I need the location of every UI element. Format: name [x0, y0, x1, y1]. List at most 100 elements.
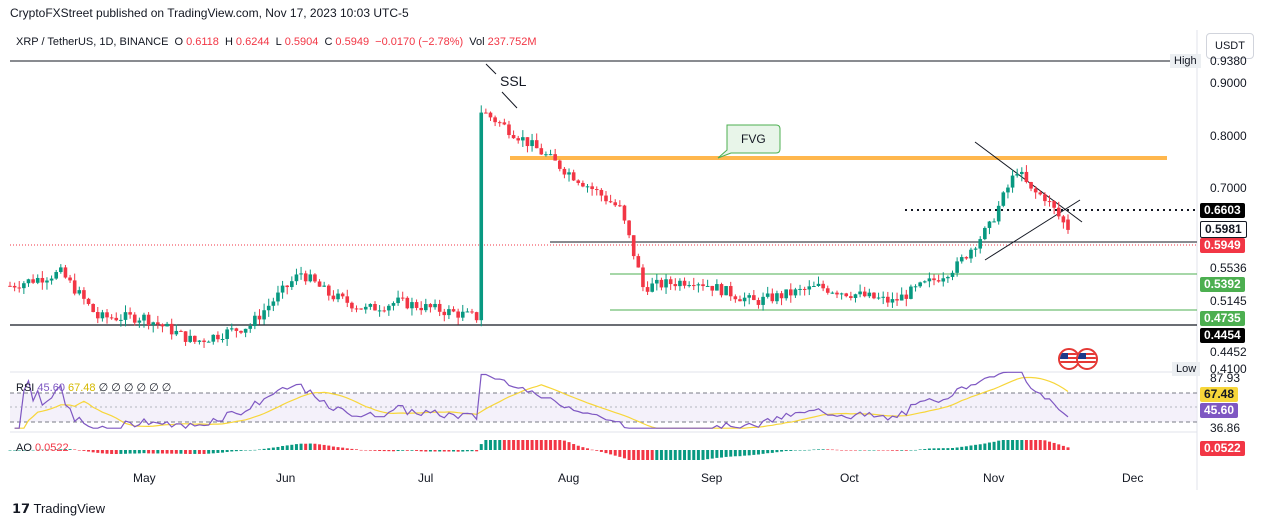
candle-body — [82, 290, 86, 299]
ao-bar — [1024, 440, 1028, 450]
ao-bar — [927, 448, 931, 450]
ao-bar — [978, 444, 982, 450]
candle-body — [410, 302, 414, 309]
candle-body — [220, 338, 225, 340]
candle-body — [100, 312, 105, 319]
ao-bar — [8, 450, 12, 451]
candle-body — [137, 320, 142, 323]
ao-bar — [331, 446, 335, 450]
ao-bar — [502, 440, 506, 450]
ao-bar — [669, 450, 673, 460]
ao-box: 0.0522 — [1200, 441, 1245, 456]
date-label: Nov — [983, 471, 1005, 485]
candle-body — [955, 261, 959, 273]
candle-body — [881, 296, 885, 298]
price-box-5392: 0.5392 — [1200, 277, 1245, 292]
ao-bar — [1034, 440, 1038, 450]
candle-body — [8, 285, 12, 287]
candle-body — [68, 277, 72, 281]
ao-bar — [322, 444, 326, 450]
candle-body — [932, 278, 936, 281]
ao-bar — [941, 448, 945, 450]
date-label: Oct — [840, 471, 859, 485]
ssl-pointer-top — [485, 63, 497, 75]
candle-body — [303, 273, 308, 282]
ao-bar — [849, 450, 853, 451]
ao-bar — [567, 442, 571, 450]
ao-bar — [622, 450, 626, 459]
price-axis-label: 0.5145 — [1210, 294, 1247, 308]
ao-bar — [590, 449, 594, 451]
candle-body — [437, 303, 442, 312]
ao-bar — [890, 450, 894, 451]
ao-bar — [442, 450, 446, 452]
candle-body — [553, 154, 557, 161]
ao-bar — [692, 450, 696, 460]
candle-body — [193, 335, 197, 342]
candle-body — [12, 285, 17, 288]
candle-body — [1010, 175, 1015, 188]
candle-body — [424, 304, 428, 311]
ao-bar — [484, 440, 488, 450]
ao-bar — [151, 450, 155, 454]
candle-body — [516, 138, 521, 141]
candle-body — [581, 182, 585, 187]
ao-bar — [239, 450, 243, 451]
currency-selector[interactable]: USDT — [1206, 33, 1254, 59]
candle-body — [890, 299, 895, 303]
ao-bar — [604, 450, 608, 454]
candle-body — [678, 280, 682, 287]
ao-label[interactable]: AO — [16, 442, 32, 454]
ao-bar — [382, 450, 386, 452]
ao-bar — [336, 447, 340, 450]
candle-body — [202, 340, 206, 343]
ao-bar — [701, 450, 705, 460]
date-label: Jul — [418, 471, 434, 485]
symbol-name[interactable]: XRP / TetherUS, 1D, BINANCE — [16, 36, 169, 48]
candle-body — [742, 297, 747, 302]
ao-bar — [775, 450, 779, 453]
change-value: −0.0170 (−2.78%) — [375, 36, 464, 48]
high-value: 0.6244 — [235, 36, 270, 48]
ao-bar — [641, 450, 645, 460]
candle-body — [539, 148, 544, 155]
ao-bar — [752, 450, 756, 455]
candle-body — [479, 112, 484, 321]
candle-body — [853, 294, 858, 298]
rsi-empty-values: ∅ ∅ ∅ ∅ ∅ ∅ — [98, 382, 172, 394]
rsi-legend: RSI 45.60 67.48 ∅ ∅ ∅ ∅ ∅ ∅ — [16, 381, 171, 394]
candle-body — [442, 311, 447, 316]
candle-body — [331, 295, 336, 300]
us-flag-icon[interactable] — [1076, 348, 1098, 370]
high-label: H — [224, 36, 233, 48]
rsi-label[interactable]: RSI — [16, 382, 35, 394]
published-line: CryptoFXStreet published on TradingView.… — [10, 6, 409, 20]
candle-body — [927, 278, 932, 282]
ao-bar — [618, 450, 622, 457]
candle-body — [368, 303, 373, 307]
ao-bar — [345, 448, 349, 450]
candle-body — [165, 323, 169, 327]
date-label: Sep — [701, 471, 723, 485]
tradingview-logo[interactable]: 𝟭𝟳 TradingView — [12, 501, 105, 517]
ao-bar — [636, 450, 640, 460]
ao-bar — [673, 450, 677, 460]
close-value: 0.5949 — [335, 36, 370, 48]
low-marker: Low — [1172, 362, 1201, 376]
ao-bar — [160, 450, 164, 454]
price-axis-label: 0.4100 — [1210, 362, 1247, 376]
candle-body — [802, 288, 807, 290]
low-label: L — [275, 36, 282, 48]
ao-bar — [318, 444, 322, 450]
candle-body — [336, 293, 340, 300]
price-box-6603: 0.6603 — [1200, 203, 1245, 218]
candle-body — [45, 280, 49, 283]
candle-body — [1043, 194, 1047, 202]
candle-body — [243, 328, 248, 333]
candle-body — [798, 288, 802, 290]
candle-body — [72, 280, 77, 294]
candle-body — [151, 322, 156, 326]
candle-body — [636, 256, 641, 268]
ao-bar — [904, 450, 908, 451]
